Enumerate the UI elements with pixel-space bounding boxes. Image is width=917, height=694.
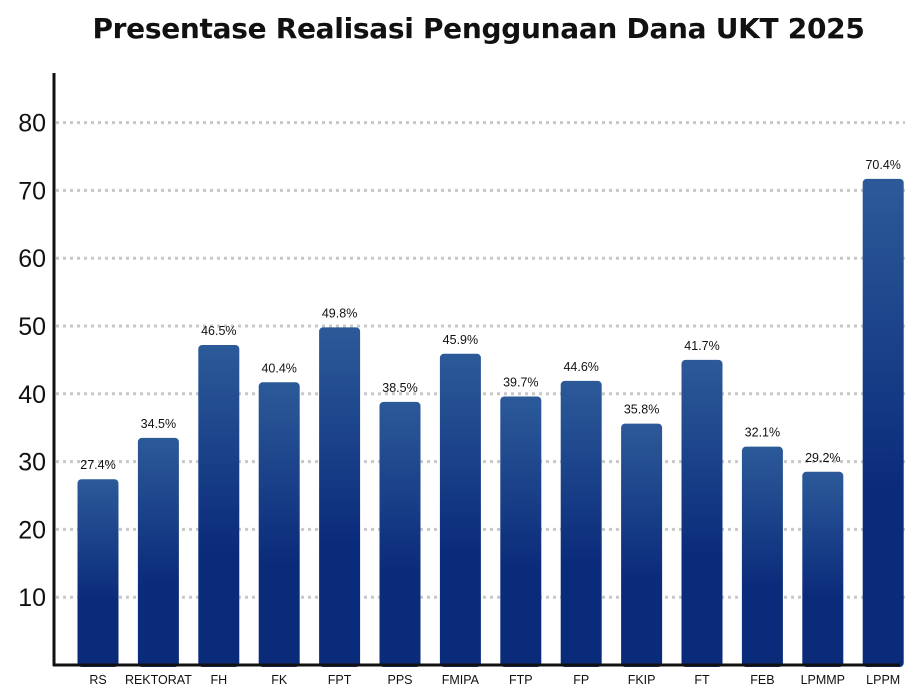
x-tick-label-fk: FK	[271, 673, 288, 687]
bar-pps	[379, 401, 421, 667]
data-label-rs: 27.4%	[80, 458, 115, 472]
data-label-fp: 44.6%	[563, 360, 598, 374]
data-label-fk: 40.4%	[261, 361, 296, 375]
data-label-ftp: 39.7%	[503, 376, 538, 390]
bar-lpmmp	[802, 471, 844, 667]
x-tick-label-ftp: FTP	[509, 673, 533, 687]
bar-fp	[560, 380, 602, 667]
x-tick-label-fkip: FKIP	[628, 673, 656, 687]
x-tick-label-lpmmp: LPMMP	[801, 673, 845, 687]
x-tick-label-pps: PPS	[387, 673, 412, 687]
data-label-pps: 38.5%	[382, 381, 417, 395]
bar-feb	[741, 446, 783, 667]
y-tick-label: 40	[18, 381, 46, 409]
y-tick-label: 10	[18, 584, 46, 612]
data-label-fmipa: 45.9%	[443, 333, 478, 347]
data-label-lppm: 70.4%	[865, 158, 900, 172]
bar-fk	[258, 382, 300, 667]
bar-ft	[681, 359, 723, 667]
x-tick-label-fh: FH	[210, 673, 227, 687]
bar-fkip	[621, 423, 663, 667]
y-tick-label: 60	[18, 245, 46, 273]
y-tick-label: 20	[18, 516, 46, 544]
bar-ftp	[500, 396, 542, 667]
bar-fh	[198, 344, 240, 667]
x-tick-label-feb: FEB	[750, 673, 774, 687]
x-tick-label-rektorat: REKTORAT	[125, 673, 192, 687]
x-tick-label-fp: FP	[573, 673, 589, 687]
data-label-feb: 32.1%	[745, 426, 780, 440]
x-tick-label-lppm: LPPM	[866, 673, 900, 687]
data-label-fh: 46.5%	[201, 324, 236, 338]
bar-fmipa	[439, 353, 481, 667]
bar-fpt	[319, 327, 361, 667]
data-label-fpt: 49.8%	[322, 306, 357, 320]
bar-lppm	[862, 178, 904, 667]
data-label-lpmmp: 29.2%	[805, 451, 840, 465]
x-tick-label-fpt: FPT	[328, 673, 352, 687]
y-tick-label: 30	[18, 449, 46, 477]
bars	[77, 178, 904, 667]
x-tick-label-fmipa: FMIPA	[442, 673, 480, 687]
bar-rektorat	[137, 437, 179, 667]
chart-title: Presentase Realisasi Penggunaan Dana UKT…	[92, 12, 865, 45]
y-tick-label: 80	[18, 110, 46, 138]
x-tick-label-rs: RS	[89, 673, 106, 687]
labels: 10 20 30 40 50 60 70 80 27.4% RS 34.5% REKTORAT 46.5…	[18, 110, 901, 687]
data-label-rektorat: 34.5%	[141, 417, 176, 431]
bar-rs	[77, 479, 119, 667]
data-label-ft: 41.7%	[684, 339, 719, 353]
y-tick-label: 70	[18, 177, 46, 205]
data-label-fkip: 35.8%	[624, 403, 659, 417]
y-tick-label: 50	[18, 313, 46, 341]
x-tick-label-ft: FT	[694, 673, 710, 687]
